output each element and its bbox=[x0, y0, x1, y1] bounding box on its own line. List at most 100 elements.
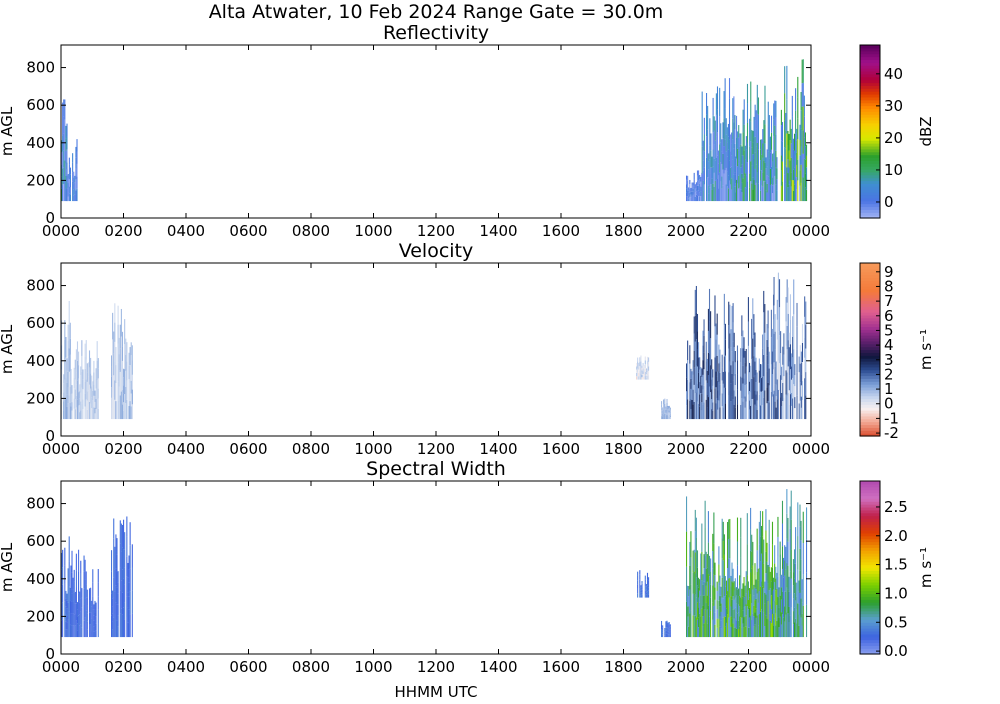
colorbar-swatch bbox=[860, 498, 880, 502]
x-tick-label: 1200 bbox=[417, 440, 455, 458]
echo-cell bbox=[698, 372, 700, 389]
echo-cell bbox=[65, 176, 67, 189]
echo-cell bbox=[769, 588, 771, 605]
colorbar-swatch bbox=[860, 288, 880, 293]
echo-cell bbox=[744, 145, 746, 160]
echo-cell bbox=[128, 623, 130, 638]
echo-cell bbox=[691, 187, 693, 192]
echo-cell bbox=[638, 362, 640, 367]
echo-cell bbox=[786, 279, 788, 303]
colorbar-swatch bbox=[860, 154, 880, 159]
echo-cell bbox=[795, 527, 797, 546]
echo-cell bbox=[767, 328, 769, 347]
echo-cell bbox=[85, 597, 87, 611]
echo-cell bbox=[785, 569, 787, 592]
echo-cell bbox=[126, 516, 128, 537]
echo-cell bbox=[762, 348, 764, 363]
echo-cell bbox=[761, 553, 763, 582]
echo-cell bbox=[80, 624, 82, 638]
echo-cell bbox=[696, 366, 699, 385]
echo-cell bbox=[121, 360, 124, 376]
echo-cell bbox=[88, 588, 91, 601]
echo-cell bbox=[707, 105, 709, 130]
echo-cell bbox=[723, 595, 725, 617]
echo-cell bbox=[739, 585, 741, 596]
echo-cell bbox=[797, 76, 799, 98]
echo-cell bbox=[70, 589, 72, 602]
echo-cell bbox=[764, 85, 766, 105]
echo-cell bbox=[772, 153, 774, 162]
colorbar-swatch bbox=[860, 268, 880, 273]
echo-cell bbox=[95, 408, 97, 420]
echo-cell bbox=[740, 362, 742, 377]
echo-cell bbox=[72, 625, 74, 638]
echo-cell bbox=[804, 173, 806, 188]
echo-cell bbox=[748, 391, 751, 401]
echo-cell bbox=[793, 167, 796, 185]
colorbar-swatch bbox=[860, 372, 880, 377]
echo-cell bbox=[785, 394, 787, 420]
echo-cell bbox=[705, 341, 707, 362]
echo-cell bbox=[790, 519, 792, 550]
echo-cell bbox=[117, 582, 119, 594]
echo-cell bbox=[113, 375, 115, 398]
echo-cell bbox=[65, 621, 67, 630]
echo-cell bbox=[699, 357, 701, 370]
echo-cell bbox=[75, 553, 77, 571]
echo-cell bbox=[695, 537, 697, 558]
echo-cell bbox=[131, 590, 133, 614]
echo-cell bbox=[799, 345, 801, 364]
echo-cell bbox=[804, 337, 806, 358]
echo-cell bbox=[740, 178, 742, 190]
echo-cell bbox=[84, 617, 86, 638]
echo-cell bbox=[712, 385, 714, 395]
echo-cell bbox=[124, 567, 126, 585]
echo-cell bbox=[744, 351, 746, 363]
echo-cell bbox=[708, 177, 710, 186]
echo-cell bbox=[755, 394, 757, 407]
echo-cell bbox=[72, 153, 74, 163]
echo-cell bbox=[713, 186, 715, 202]
echo-cell bbox=[784, 66, 786, 94]
echo-cell bbox=[787, 130, 789, 145]
echo-cell bbox=[772, 193, 774, 202]
echo-cell bbox=[710, 184, 712, 202]
echo-cell bbox=[62, 184, 64, 202]
echo-cell bbox=[791, 180, 793, 202]
echo-cell bbox=[733, 599, 735, 610]
echo-cell bbox=[714, 388, 716, 420]
echo-cell bbox=[798, 387, 800, 404]
echo-cell bbox=[801, 579, 803, 591]
echo-cell bbox=[124, 602, 126, 620]
echo-cell bbox=[763, 312, 765, 334]
echo-cell bbox=[91, 606, 93, 613]
echo-cell bbox=[694, 573, 696, 595]
echo-cell bbox=[729, 361, 731, 391]
echo-cell bbox=[799, 526, 801, 549]
echo-cell bbox=[706, 93, 708, 115]
colorbar-swatch bbox=[860, 203, 880, 208]
echo-cell bbox=[644, 575, 646, 580]
echo-cell bbox=[769, 604, 771, 621]
echo-cell bbox=[76, 399, 79, 420]
echo-cell bbox=[115, 585, 117, 603]
echo-cell bbox=[788, 622, 790, 638]
echo-cell bbox=[701, 376, 703, 386]
echo-cell bbox=[714, 160, 716, 181]
echo-cell bbox=[648, 587, 650, 591]
echo-cell bbox=[62, 602, 64, 620]
echo-cell bbox=[745, 149, 747, 163]
echo-cell bbox=[698, 342, 700, 358]
echo-cell bbox=[703, 402, 705, 420]
y-tick-label: 0 bbox=[45, 645, 55, 663]
echo-cell bbox=[661, 624, 663, 630]
echo-cell bbox=[724, 170, 726, 202]
echo-cell bbox=[767, 601, 769, 620]
echo-cell bbox=[793, 607, 796, 623]
echo-cell bbox=[690, 531, 692, 558]
echo-cell bbox=[791, 366, 793, 380]
echo-cell bbox=[66, 162, 68, 176]
echo-cell bbox=[707, 605, 709, 638]
echo-cell bbox=[799, 400, 801, 420]
x-tick-label: 0000 bbox=[42, 222, 80, 240]
